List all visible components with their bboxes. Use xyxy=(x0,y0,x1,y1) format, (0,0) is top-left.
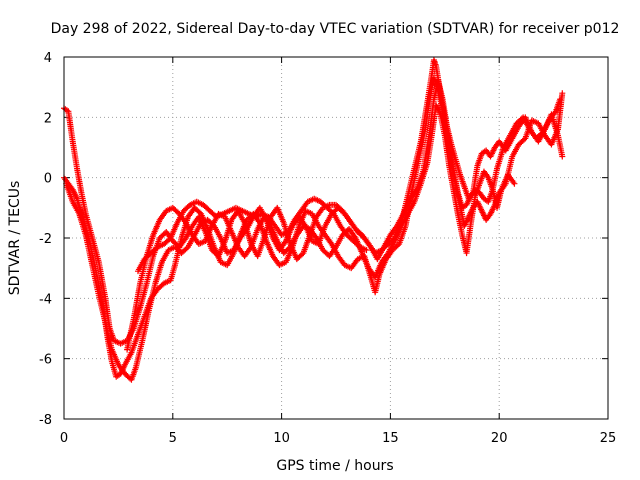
data-point xyxy=(299,251,306,258)
y-axis-label: SDTVAR / TECUs xyxy=(7,181,23,296)
data-point xyxy=(559,90,566,97)
y-tick-label: -2 xyxy=(39,232,52,247)
x-tick-label: 25 xyxy=(600,431,617,446)
data-point xyxy=(559,153,566,160)
x-tick-label: 5 xyxy=(169,431,177,446)
x-axis-label: GPS time / hours xyxy=(276,458,393,474)
chart-title: Day 298 of 2022, Sidereal Day-to-day VTE… xyxy=(51,21,620,37)
x-tick-label: 15 xyxy=(382,431,399,446)
data-point xyxy=(363,247,370,254)
data-point xyxy=(521,136,528,143)
data-point xyxy=(511,180,518,187)
y-tick-label: -8 xyxy=(39,413,52,428)
y-tick-label: 4 xyxy=(44,51,52,66)
y-tick-label: 2 xyxy=(44,111,52,126)
x-tick-label: 10 xyxy=(273,431,290,446)
plot-frame xyxy=(63,56,609,420)
x-tick-label: 20 xyxy=(491,431,508,446)
y-tick-label: -6 xyxy=(39,353,52,368)
x-tick-label: 0 xyxy=(60,431,68,446)
y-tick-label: -4 xyxy=(39,292,52,307)
data-points xyxy=(61,57,566,383)
grid xyxy=(64,57,608,419)
data-point xyxy=(394,242,401,249)
axis-ticks: 0 5 10 15 20 25 -8 -6 -4 -2 0 2 4 xyxy=(39,51,616,446)
y-tick-label: 0 xyxy=(44,172,52,187)
